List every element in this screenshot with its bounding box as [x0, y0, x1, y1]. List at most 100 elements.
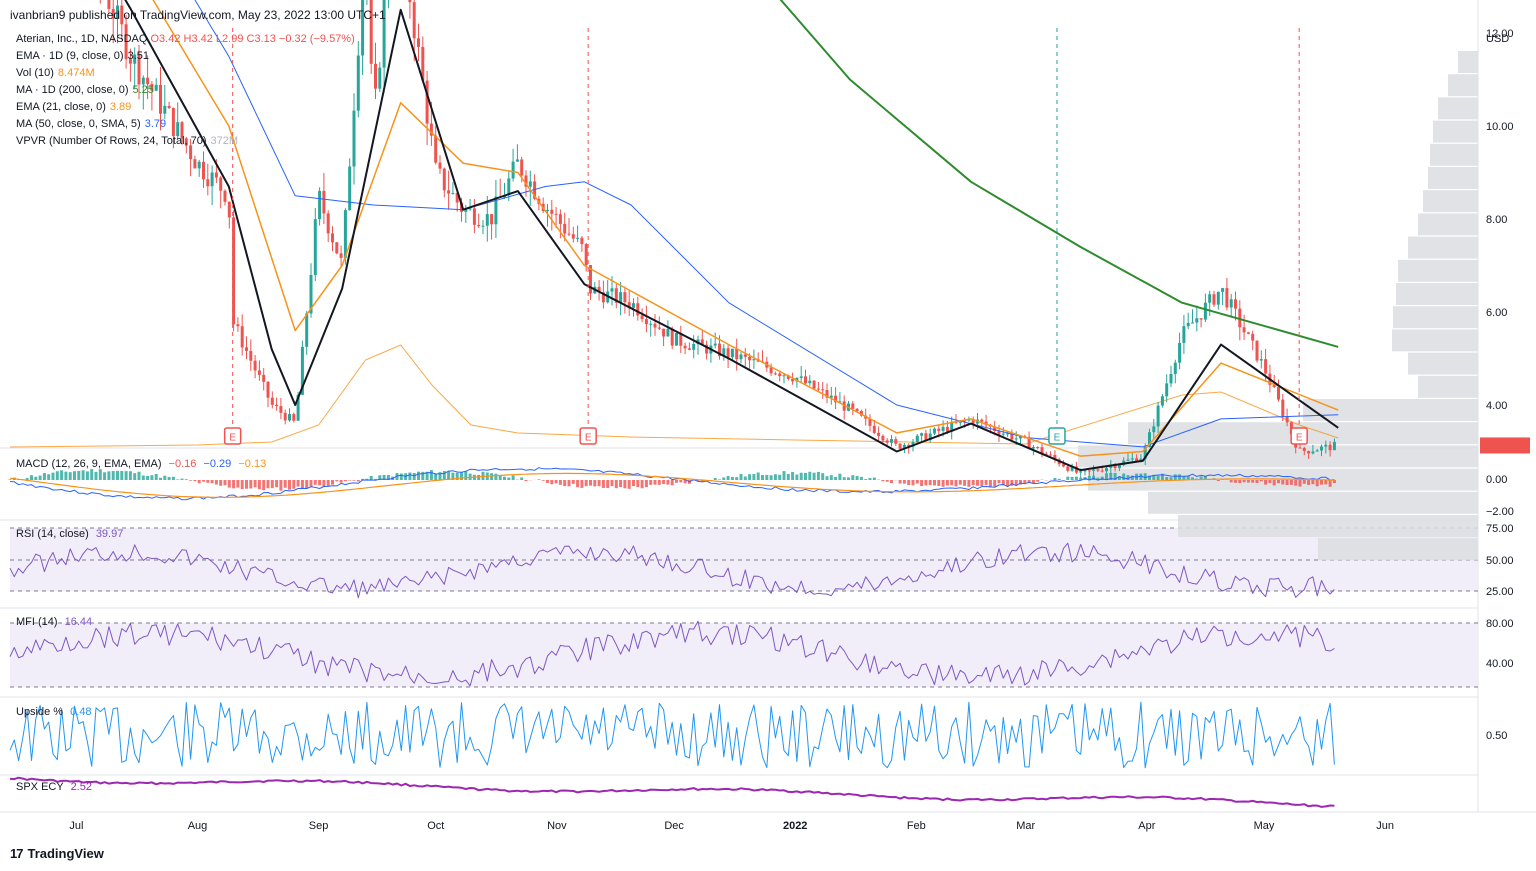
legend-row[interactable]: EMA (21, close, 0) 3.89 [16, 99, 355, 116]
macd-histogram-bar [804, 472, 807, 480]
macd-histogram-bar [1092, 475, 1096, 480]
candle-body [202, 161, 205, 180]
macd-histogram-bar [382, 474, 386, 480]
macd-histogram-bar [773, 474, 777, 480]
legend-row[interactable]: VPVR (Number Of Rows, 24, Total, 70) 372M [16, 133, 355, 150]
candle-body [735, 348, 739, 360]
candle-body [1027, 437, 1031, 449]
macd-histogram-bar [571, 480, 575, 484]
candle-body [417, 38, 420, 47]
macd-histogram-bar [1036, 480, 1040, 482]
macd-histogram-bar [834, 476, 838, 480]
macd-histogram-bar [339, 480, 343, 483]
earnings-marker [1048, 427, 1066, 445]
legend-row[interactable]: EMA · 1D (9, close, 0) 3.51 [16, 48, 355, 65]
volume-series [9, 344, 1339, 448]
time-tick: Sep [309, 820, 329, 832]
rsi-label[interactable]: RSI (14, close) 39.97 [16, 528, 124, 540]
volume-profile-row [1458, 51, 1478, 73]
macd-histogram-bar [322, 480, 326, 487]
macd-histogram-bar [223, 480, 227, 486]
upside-label[interactable]: Upside % 0.48 [16, 706, 92, 718]
macd-histogram-bar [1251, 480, 1255, 483]
candle-body [950, 421, 954, 432]
candle-body [1113, 465, 1117, 469]
macd-histogram-bar [1268, 480, 1272, 484]
macd-histogram-bar [739, 473, 743, 480]
macd-histogram-bar [632, 480, 635, 487]
candle-body [361, 0, 365, 56]
volume-profile-row [1396, 283, 1478, 305]
macd-label[interactable]: MACD (12, 26, 9, EMA, EMA) −0.16 −0.29 −… [16, 458, 267, 470]
macd-histogram-bar [128, 471, 132, 480]
macd-histogram-bar [928, 480, 932, 486]
candle-body [1092, 469, 1096, 471]
candle-body [1277, 387, 1280, 400]
macd-histogram-bar [374, 478, 377, 480]
tradingview-logo[interactable]: 17 TradingView [10, 846, 104, 861]
candle-body [124, 24, 128, 60]
candle-body [107, 0, 111, 9]
volume-profile-row [1418, 213, 1478, 236]
macd-histogram-bar [520, 477, 524, 480]
symbol-name: Aterian, Inc., 1D, NASDAQ [16, 33, 148, 45]
macd-histogram-bar [855, 475, 859, 480]
legend-row[interactable]: Vol (10) 8.474M [16, 65, 355, 82]
candle-body [257, 370, 261, 375]
macd-histogram-bar [8, 479, 12, 480]
candle-body [937, 428, 941, 431]
legend-row[interactable]: MA · 1D (200, close, 0) 5.25 [16, 82, 355, 99]
macd-histogram-bar [791, 471, 795, 480]
spx-label[interactable]: SPX ECY 2.52 [16, 781, 92, 793]
earnings-marker-label: E [229, 433, 236, 444]
earnings-marker-label: E [1054, 433, 1061, 444]
macd-histogram-bar [288, 480, 291, 490]
candle-body [1272, 384, 1276, 388]
candle-body [666, 328, 670, 337]
last-price-tag [1480, 437, 1530, 454]
candle-body [1212, 294, 1216, 305]
candle-body [1044, 453, 1048, 455]
legend-row-label: MA (50, close, 0, SMA, 5) [16, 118, 141, 130]
earnings-marker [223, 427, 242, 445]
macd-histogram-bar [361, 478, 365, 480]
macd-histogram-bar [455, 472, 459, 480]
macd-histogram-bar [924, 480, 928, 486]
candle-body [739, 354, 743, 360]
macd-histogram-bar [1096, 477, 1100, 480]
macd-histogram-bar [47, 474, 51, 480]
candle-body [675, 333, 678, 346]
macd-histogram-bar [1130, 475, 1134, 480]
macd-histogram-bar [42, 473, 46, 480]
macd-histogram-bar [1070, 476, 1074, 480]
time-tick: May [1254, 820, 1275, 832]
candle-body [885, 440, 889, 443]
macd-histogram-bar [584, 480, 588, 487]
macd-histogram-bar [283, 480, 287, 488]
candle-body [1053, 454, 1057, 460]
time-tick: Apr [1138, 820, 1155, 832]
macd-histogram-bar [541, 480, 545, 481]
macd-histogram-bar [1173, 474, 1177, 480]
candle-body [945, 426, 949, 432]
candle-body [296, 394, 300, 421]
macd-histogram-bar [425, 471, 429, 480]
macd-histogram-bar [1315, 480, 1319, 487]
mfi-label[interactable]: MFI (14) 16.44 [16, 616, 93, 628]
candle-body [614, 288, 618, 303]
macd-histogram-bar [133, 473, 137, 480]
candle-body [197, 161, 201, 169]
candle-body [687, 348, 691, 350]
macd-histogram-bar [1014, 480, 1018, 486]
candle-body [128, 59, 132, 64]
macd-histogram-bar [210, 480, 214, 484]
candle-body [1225, 288, 1229, 308]
symbol-row[interactable]: Aterian, Inc., 1D, NASDAQ O3.42 H3.42 L2… [16, 31, 355, 48]
macd-histogram-bar [412, 472, 416, 480]
legend-row[interactable]: MA (50, close, 0, SMA, 5) 3.79 [16, 116, 355, 133]
candle-body [447, 190, 451, 194]
macd-value: −0.29 [203, 458, 232, 470]
macd-histogram-bar [666, 480, 670, 485]
candle-body [632, 303, 635, 308]
